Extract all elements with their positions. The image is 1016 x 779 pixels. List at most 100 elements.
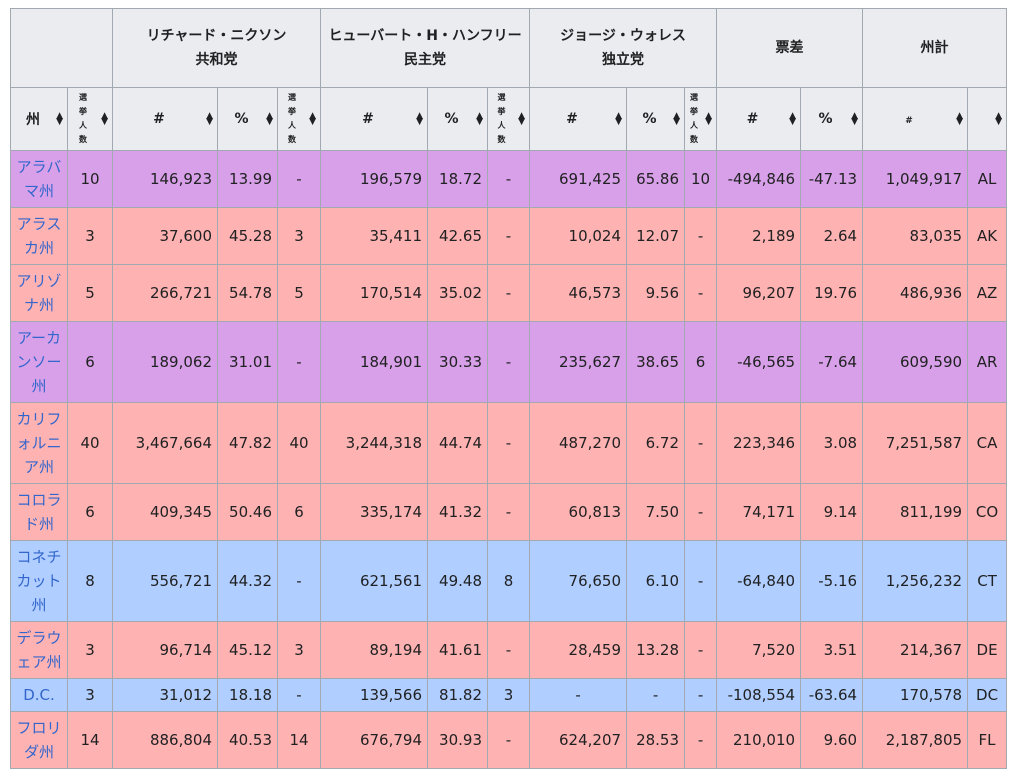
state-link[interactable]: アラバマ州 [10, 150, 68, 208]
cell-mp: 9.14 [800, 483, 864, 541]
cell-e1: 6 [277, 483, 321, 541]
sort-icon[interactable]: ▲ ▼ [206, 111, 213, 127]
state-link[interactable]: アラスカ州 [10, 207, 68, 265]
sort-icon[interactable]: ▲ ▼ [266, 111, 273, 127]
cell-e3: 6 [684, 321, 718, 403]
sort-header-margin-num[interactable]: # ▲ ▼ [716, 87, 802, 151]
sort-header-p1[interactable]: % ▲ ▼ [217, 87, 278, 151]
sort-icon[interactable]: ▲ ▼ [56, 111, 63, 127]
state-link[interactable]: フロリダ州 [10, 711, 68, 769]
state-link[interactable]: アーカンソー州 [10, 321, 68, 403]
sort-header-total-num[interactable]: # ▲ ▼ [862, 87, 969, 151]
cell-ab: AR [967, 321, 1008, 403]
cell-e1: 14 [277, 711, 321, 769]
sort-icon[interactable]: ▲ ▼ [615, 111, 623, 127]
table-row: コロラド州 6 409,345 50.46 6 335,174 41.32-60,813 7.… [10, 483, 1008, 541]
sort-header-n1[interactable]: # ▲ ▼ [112, 87, 218, 151]
cell-tot: 214,367 [862, 621, 969, 679]
cell-n3: 691,425 [529, 150, 628, 208]
sort-icon[interactable]: ▲ ▼ [995, 111, 1003, 127]
sort-header-electors[interactable]: 選挙人数 ▲ ▼ [67, 87, 113, 151]
cell-p2: 35.02 [427, 264, 488, 322]
sort-icon[interactable]: ▲ ▼ [518, 111, 526, 127]
cell-n2: 335,174 [320, 483, 428, 541]
cell-n3: 10,024 [529, 207, 628, 265]
cell-ab: FL [967, 711, 1008, 769]
sort-header-state[interactable]: 州 ▲ ▼ [10, 87, 68, 151]
candidate-name: ジョージ・ウォレス [560, 28, 686, 44]
cell-n2: 196,579 [320, 150, 428, 208]
sort-icon[interactable]: ▲ ▼ [673, 111, 681, 127]
cell-mn: -108,554 [716, 678, 802, 712]
sort-header-margin-pct[interactable]: % ▲ ▼ [800, 87, 864, 151]
state-link[interactable]: コネチカット州 [10, 540, 68, 622]
cell-e3: 10 [684, 150, 718, 208]
cell-n2: 139,566 [320, 678, 428, 712]
cell-e1: 3 [277, 621, 321, 679]
sort-icon[interactable]: ▲ ▼ [851, 111, 859, 127]
cell-mn: 96,207 [716, 264, 802, 322]
blank-header [10, 8, 113, 88]
cell-p1: 13.99 [217, 150, 278, 208]
cell-n1: 409,345 [112, 483, 218, 541]
sort-icon[interactable]: ▲ ▼ [705, 111, 713, 127]
cell-ab: DE [967, 621, 1008, 679]
party-name: 共和党 [195, 52, 238, 68]
state-link[interactable]: カリフォルニア州 [10, 402, 68, 484]
sort-header-n3[interactable]: # ▲ ▼ [529, 87, 628, 151]
cell-mn: 7,520 [716, 621, 802, 679]
sort-icon[interactable]: ▲ ▼ [956, 111, 964, 127]
cell-e2: 8 [486, 540, 531, 622]
sort-header-e3[interactable]: 選挙人数 ▲ ▼ [684, 87, 718, 151]
cell-ab: CT [967, 540, 1008, 622]
header-label: # [905, 116, 913, 126]
sort-header-p2[interactable]: % ▲ ▼ [427, 87, 488, 151]
cell-n1: 31,012 [112, 678, 218, 712]
cell-e3: - [684, 264, 718, 322]
humphrey-header: ヒューバート・H・ハンフリー 民主党 [319, 8, 531, 88]
sort-header-e2[interactable]: 選挙人数 ▲ ▼ [486, 87, 531, 151]
table-row: アーカンソー州 6 189,062 31.01-184,901 30.33-235,62… [10, 321, 1008, 403]
state-link[interactable]: アリゾナ州 [10, 264, 68, 322]
cell-n3: - [529, 678, 628, 712]
cell-mp: 2.64 [800, 207, 864, 265]
cell-e2: - [486, 711, 531, 769]
sort-header-p3[interactable]: % ▲ ▼ [626, 87, 686, 151]
cell-e3: - [684, 711, 718, 769]
sort-header-abbr[interactable]: ▲ ▼ [967, 87, 1008, 151]
cell-p3: 9.56 [626, 264, 686, 322]
cell-n2: 89,194 [320, 621, 428, 679]
cell-ev: 5 [67, 264, 113, 322]
state-link[interactable]: コロラド州 [10, 483, 68, 541]
sort-icon[interactable]: ▲ ▼ [101, 111, 108, 127]
state-link[interactable]: D.C. [10, 678, 68, 712]
cell-tot: 170,578 [862, 678, 969, 712]
sort-icon[interactable]: ▲ ▼ [416, 111, 423, 127]
table-row: アリゾナ州 5 266,721 54.78 5 170,514 35.02-46,573 9.… [10, 264, 1008, 322]
cell-tot: 1,049,917 [862, 150, 969, 208]
cell-p3: 65.86 [626, 150, 686, 208]
header-label: % [444, 111, 459, 127]
cell-mp: -47.13 [800, 150, 864, 208]
sort-icon[interactable]: ▲ ▼ [309, 111, 316, 127]
sort-icon[interactable]: ▲ ▼ [476, 111, 483, 127]
cell-e1: 3 [277, 207, 321, 265]
cell-ab: DC [967, 678, 1008, 712]
cell-p2: 30.33 [427, 321, 488, 403]
cell-p2: 44.74 [427, 402, 488, 484]
sort-header-n2[interactable]: # ▲ ▼ [320, 87, 428, 151]
header-label: % [234, 111, 249, 127]
state-link[interactable]: デラウェア州 [10, 621, 68, 679]
cell-n3: 624,207 [529, 711, 628, 769]
cell-n1: 189,062 [112, 321, 218, 403]
cell-p3: 28.53 [626, 711, 686, 769]
cell-n3: 76,650 [529, 540, 628, 622]
candidate-name: ヒューバート・H・ハンフリー [328, 28, 522, 44]
cell-ab: AL [967, 150, 1008, 208]
cell-p1: 31.01 [217, 321, 278, 403]
header-label: # [153, 111, 165, 127]
sort-icon[interactable]: ▲ ▼ [789, 111, 797, 127]
cell-ev: 6 [67, 483, 113, 541]
cell-n3: 60,813 [529, 483, 628, 541]
sort-header-e1[interactable]: 選挙人数 ▲ ▼ [277, 87, 321, 151]
